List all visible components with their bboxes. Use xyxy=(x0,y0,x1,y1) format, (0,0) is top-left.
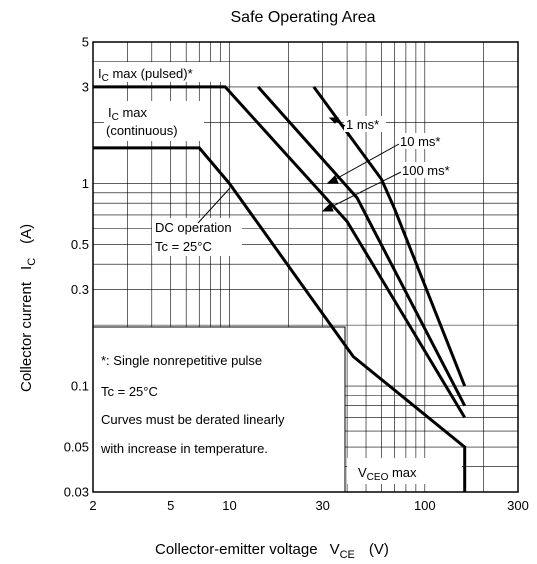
vceo-max-label: VCEO max xyxy=(358,465,417,483)
series-line-3 xyxy=(312,86,467,387)
y-tick-label: 0.3 xyxy=(71,282,89,297)
dc-label-bg xyxy=(152,218,242,256)
arrows xyxy=(197,117,402,224)
x-tick-label: 30 xyxy=(315,498,329,513)
y-tick-label: 0.05 xyxy=(64,440,89,455)
label-1ms-bg xyxy=(344,116,386,132)
label-10ms-bg xyxy=(398,133,452,149)
note-line-2: Tc = 25°C xyxy=(101,384,158,399)
ic-max-pulsed-label: IC max (pulsed)* xyxy=(98,66,193,84)
dc-tc-label: Tc = 25°C xyxy=(155,239,212,254)
y-axis-label: Collector currentIC(A) xyxy=(18,224,38,392)
arrow-1ms-head xyxy=(328,117,339,124)
series-line-2 xyxy=(256,85,467,407)
label-10ms: 10 ms* xyxy=(400,134,440,149)
arrow-10ms-head xyxy=(326,175,339,184)
vceo-box xyxy=(347,458,462,484)
label-100ms: 100 ms* xyxy=(402,163,450,178)
ic-max-continuous-label: IC max xyxy=(108,105,148,123)
x-tick-label: 300 xyxy=(507,498,529,513)
ic-pulsed-label-bg xyxy=(96,62,224,82)
x-tick-label: 10 xyxy=(222,498,236,513)
note-line-4: with increase in temperature. xyxy=(100,441,268,456)
label-1ms: 1 ms* xyxy=(346,117,379,132)
series-line-1 xyxy=(93,85,466,419)
y-tick-label: 0.5 xyxy=(71,237,89,252)
ic-cont-label-bg xyxy=(104,101,204,141)
note-line-1: *: Single nonrepetitive pulse xyxy=(101,353,262,368)
y-axis-label-group: Collector currentIC(A) xyxy=(18,224,38,392)
x-tick-label: 2 xyxy=(89,498,96,513)
dc-operation-label: DC operation xyxy=(155,220,232,235)
y-tick-label: 3 xyxy=(82,79,89,94)
y-tick-label: 1 xyxy=(82,176,89,191)
notes-box xyxy=(92,326,346,493)
x-tick-label: 100 xyxy=(414,498,436,513)
arrow-10ms xyxy=(333,143,400,181)
y-tick-label: 0.1 xyxy=(71,379,89,394)
series-layer xyxy=(93,85,467,492)
label-100ms-bg xyxy=(400,162,464,178)
arrow-100ms xyxy=(328,171,402,209)
y-tick-label: 0.03 xyxy=(64,485,89,500)
x-tick-label: 5 xyxy=(167,498,174,513)
y-tick-label: 5 xyxy=(82,35,89,50)
x-axis-label: Collector-emitter voltage VCE (V) xyxy=(155,541,389,561)
tick-labels: 2 5 10 30 100 300 0.03 0.05 0.1 0.3 0.5 1 3 5 xyxy=(64,35,529,514)
note-line-3: Curves must be derated linearly xyxy=(101,412,285,427)
ic-max-continuous-label-2: (continuous) xyxy=(106,123,178,138)
arrow-dc xyxy=(197,187,231,224)
arrow-100ms-head xyxy=(321,203,334,212)
chart-title: Safe Operating Area xyxy=(231,9,376,26)
series-line-0 xyxy=(93,146,467,492)
plot-frame xyxy=(92,41,519,493)
